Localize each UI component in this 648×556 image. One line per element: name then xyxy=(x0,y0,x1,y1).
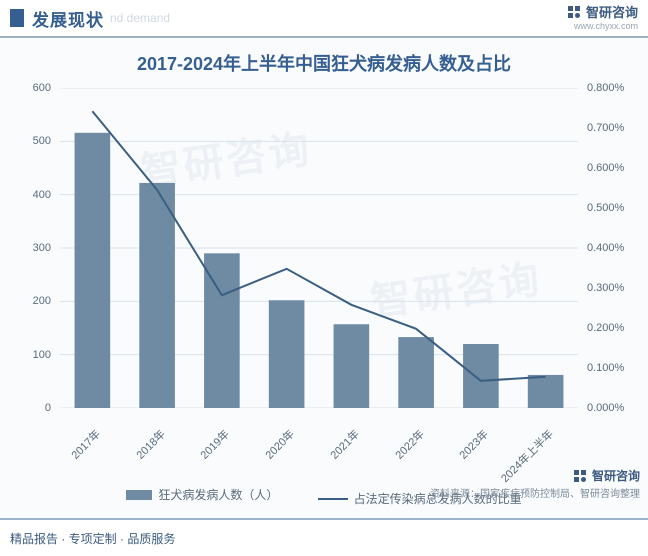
chart-source: 资料来源：国家疾病预防控制局、智研咨询整理 xyxy=(430,485,640,500)
brand-logo-bottom: 智研咨询 xyxy=(572,467,640,484)
x-category: 2021年 xyxy=(326,426,362,462)
x-category: 2017年 xyxy=(67,426,103,462)
y-axis-left: 0100200300400500600 xyxy=(0,88,55,408)
legend-bar: 狂犬病发病人数（人） xyxy=(126,486,278,503)
x-category: 2018年 xyxy=(132,426,168,462)
chart-plot xyxy=(60,88,578,408)
bar xyxy=(528,375,564,408)
x-category: 2024年上半年 xyxy=(497,426,557,486)
x-category: 2023年 xyxy=(456,426,492,462)
legend-bar-swatch xyxy=(126,490,152,500)
brand-url: www.chyxx.com xyxy=(566,21,638,31)
section-subtitle: nd demand xyxy=(110,11,170,25)
brand-icon xyxy=(566,4,582,20)
x-category: 2019年 xyxy=(197,426,233,462)
bar xyxy=(269,300,305,408)
x-category: 2020年 xyxy=(262,426,298,462)
brand-name: 智研咨询 xyxy=(592,467,640,484)
bar xyxy=(139,183,175,408)
section-title: 发展现状 xyxy=(32,6,104,31)
x-category: 2022年 xyxy=(391,426,427,462)
brand-name: 智研咨询 xyxy=(586,2,638,21)
bar xyxy=(334,324,370,408)
bar xyxy=(463,344,499,408)
bar xyxy=(398,337,434,408)
footer-text: 精品报告 · 专项定制 · 品质服务 xyxy=(10,530,175,547)
section-accent-bar xyxy=(10,9,24,27)
legend-bar-label: 狂犬病发病人数（人） xyxy=(158,486,278,503)
brand-logo-top: 智研咨询 www.chyxx.com xyxy=(566,2,638,31)
legend-line-swatch xyxy=(318,498,348,500)
chart-container: 2017-2024年上半年中国狂犬病发病人数及占比 智研咨询 智研咨询 0100… xyxy=(0,36,648,520)
chart-title: 2017-2024年上半年中国狂犬病发病人数及占比 xyxy=(0,50,648,76)
x-axis-categories: 2017年 2018年 2019年 2020年 2021年 2022年 2023年2024年… xyxy=(60,418,578,488)
bar xyxy=(75,133,111,408)
y-axis-right: 0.000%0.100%0.200%0.300%0.400%0.500%0.60… xyxy=(583,88,648,408)
section-header: 发展现状 nd demand 智研咨询 www.chyxx.com xyxy=(0,0,648,36)
brand-icon xyxy=(572,468,588,484)
page-footer: 精品报告 · 专项定制 · 品质服务 xyxy=(0,520,648,556)
